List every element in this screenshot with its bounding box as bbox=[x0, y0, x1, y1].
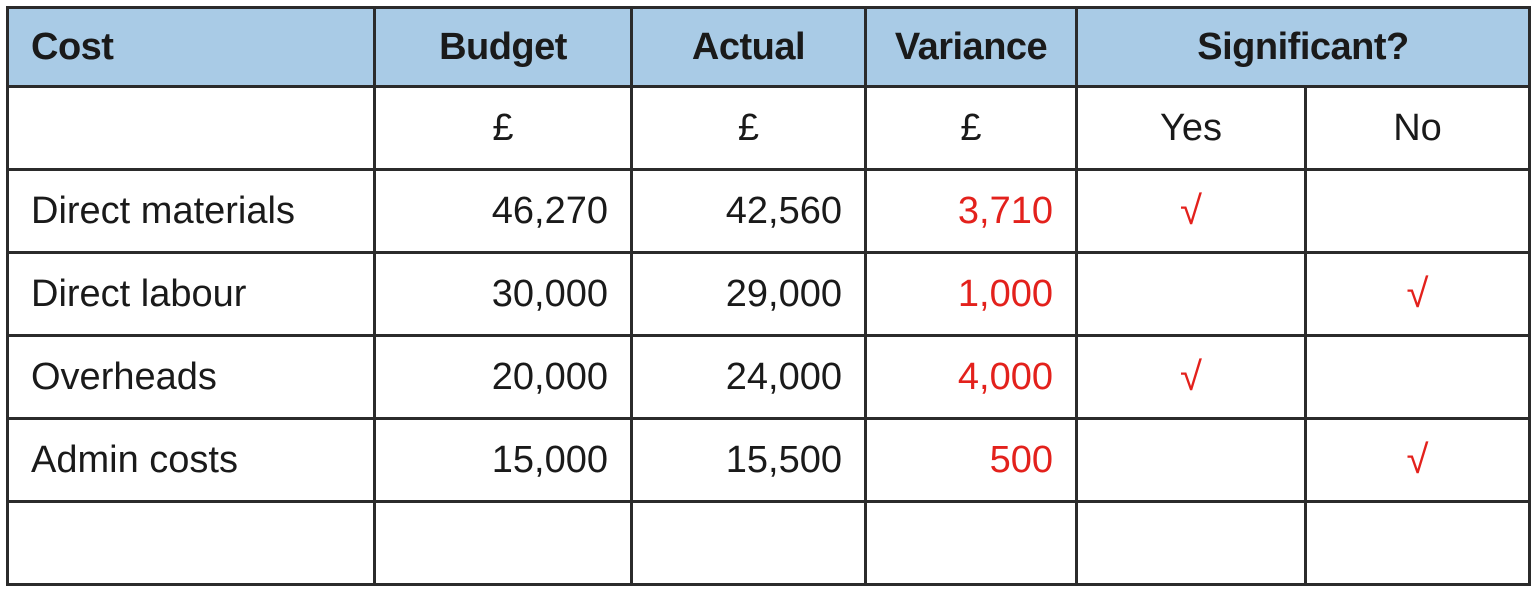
table-row: Direct materials 46,270 42,560 3,710 √ bbox=[6, 168, 1532, 254]
row-no-tick: √ bbox=[1303, 251, 1532, 337]
row-no-tick bbox=[1303, 334, 1532, 420]
row-actual: 29,000 bbox=[630, 251, 867, 337]
row-actual: 15,500 bbox=[630, 417, 867, 503]
row-budget: 30,000 bbox=[373, 251, 633, 337]
row-cost-label: Overheads bbox=[6, 334, 376, 420]
row-cost-label: Admin costs bbox=[6, 417, 376, 503]
empty-cell bbox=[1075, 500, 1307, 586]
variance-table-container: Cost Budget Actual Variance Significant?… bbox=[6, 6, 1532, 586]
header-row: Cost Budget Actual Variance Significant? bbox=[6, 6, 1532, 88]
row-yes-tick: √ bbox=[1075, 168, 1307, 254]
row-yes-tick: √ bbox=[1075, 334, 1307, 420]
table-row: Admin costs 15,000 15,500 500 √ bbox=[6, 417, 1532, 503]
units-actual: £ bbox=[630, 85, 867, 171]
empty-cell bbox=[6, 500, 376, 586]
units-row: £ £ £ Yes No bbox=[6, 85, 1532, 171]
empty-cell bbox=[1303, 500, 1532, 586]
row-budget: 20,000 bbox=[373, 334, 633, 420]
header-budget: Budget bbox=[373, 6, 633, 88]
table-row: Direct labour 30,000 29,000 1,000 √ bbox=[6, 251, 1532, 337]
header-actual: Actual bbox=[630, 6, 867, 88]
empty-cell bbox=[373, 500, 633, 586]
row-variance: 3,710 bbox=[864, 168, 1078, 254]
row-no-tick: √ bbox=[1303, 417, 1532, 503]
empty-row bbox=[6, 500, 1532, 586]
table-row: Overheads 20,000 24,000 4,000 √ bbox=[6, 334, 1532, 420]
empty-cell bbox=[864, 500, 1078, 586]
row-yes-tick bbox=[1075, 251, 1307, 337]
units-cost-cell bbox=[6, 85, 376, 171]
units-variance: £ bbox=[864, 85, 1078, 171]
row-cost-label: Direct materials bbox=[6, 168, 376, 254]
empty-cell bbox=[630, 500, 867, 586]
row-budget: 15,000 bbox=[373, 417, 633, 503]
units-budget: £ bbox=[373, 85, 633, 171]
header-significant: Significant? bbox=[1074, 6, 1532, 88]
row-variance: 4,000 bbox=[864, 334, 1078, 420]
row-yes-tick bbox=[1075, 417, 1307, 503]
units-no: No bbox=[1303, 85, 1532, 171]
variance-table: Cost Budget Actual Variance Significant?… bbox=[6, 6, 1532, 586]
row-cost-label: Direct labour bbox=[6, 251, 376, 337]
row-variance: 1,000 bbox=[864, 251, 1078, 337]
row-actual: 24,000 bbox=[630, 334, 867, 420]
row-budget: 46,270 bbox=[373, 168, 633, 254]
header-cost: Cost bbox=[6, 6, 376, 88]
units-yes: Yes bbox=[1075, 85, 1307, 171]
row-no-tick bbox=[1303, 168, 1532, 254]
row-actual: 42,560 bbox=[630, 168, 867, 254]
header-variance: Variance bbox=[864, 6, 1078, 88]
row-variance: 500 bbox=[864, 417, 1078, 503]
